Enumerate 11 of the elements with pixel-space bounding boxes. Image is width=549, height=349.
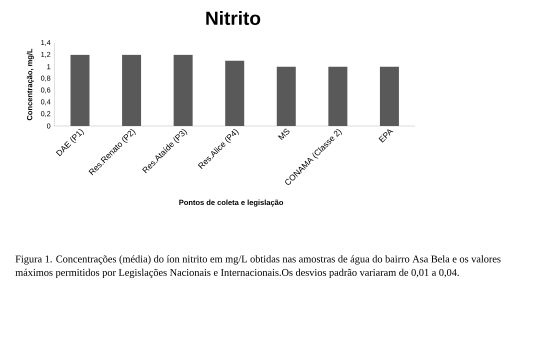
chart-title: Nitrito — [206, 11, 260, 25]
bar — [70, 54, 90, 126]
bar — [276, 66, 296, 126]
x-tick-label: MS — [278, 128, 290, 140]
bar — [122, 54, 142, 126]
text: Figura 1. Concentrações (média) do íon nitrito em mg/L obtidas nas amostras de água do bairro Asa Bela e os valores máximos permitidos por Legislações Nacionais e Internacionais.Os desvios padrão variaram de 0,01 a 0,04. — [15, 255, 501, 278]
bar — [174, 54, 193, 126]
bar — [380, 66, 399, 126]
bar — [225, 60, 244, 126]
x-tick-label: EPA — [378, 129, 394, 143]
bar — [328, 66, 348, 126]
